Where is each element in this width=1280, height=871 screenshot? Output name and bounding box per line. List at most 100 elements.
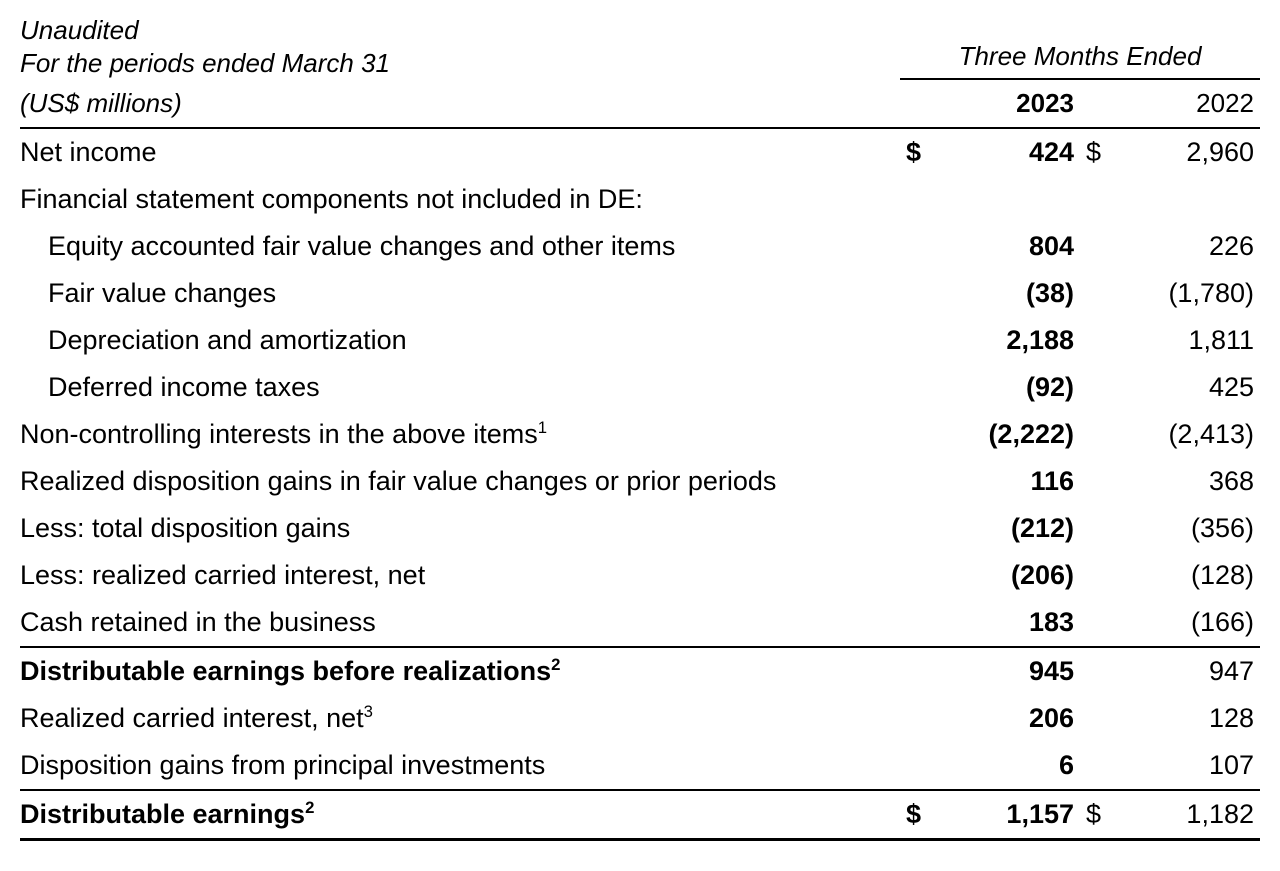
currency-2023 [900, 411, 944, 458]
value-2023: (92) [944, 364, 1080, 411]
row-label: Equity accounted fair value changes and … [20, 223, 900, 270]
currency-2022 [1080, 364, 1124, 411]
row-label: Fair value changes [20, 270, 900, 317]
value-2022: (356) [1124, 505, 1260, 552]
value-2022: 947 [1124, 647, 1260, 695]
currency-2023 [900, 317, 944, 364]
header-units: (US$ millions) [20, 79, 900, 128]
footnote-ref: 1 [538, 418, 547, 437]
header-spanner: Three Months Ended [900, 14, 1260, 79]
table-row: Realized carried interest, net3 206 128 [20, 695, 1260, 742]
currency-2022 [1080, 317, 1124, 364]
currency-2022 [1080, 270, 1124, 317]
currency-2022 [1080, 176, 1124, 223]
row-label: Realized carried interest, net3 [20, 695, 900, 742]
currency-2023 [900, 647, 944, 695]
value-2022: (166) [1124, 599, 1260, 647]
table-row: Less: total disposition gains(212)(356) [20, 505, 1260, 552]
currency-2023 [900, 270, 944, 317]
value-2023: (206) [944, 552, 1080, 599]
value-2023: 206 [944, 695, 1080, 742]
value-2022: (2,413) [1124, 411, 1260, 458]
header-row-1: Unaudited Three Months Ended [20, 14, 1260, 47]
table-row: Non-controlling interests in the above i… [20, 411, 1260, 458]
table-row: Depreciation and amortization 2,188 1,811 [20, 317, 1260, 364]
value-2023: 424 [944, 128, 1080, 176]
currency-2023 [900, 223, 944, 270]
currency-2022: $ [1080, 790, 1124, 840]
row-label: Disposition gains from principal investm… [20, 742, 900, 790]
currency-2022 [1080, 411, 1124, 458]
value-2023: (38) [944, 270, 1080, 317]
value-2022 [1124, 176, 1260, 223]
financial-table-container: Unaudited Three Months Ended For the per… [20, 14, 1260, 841]
value-2023: 1,157 [944, 790, 1080, 840]
value-2022: (1,780) [1124, 270, 1260, 317]
row-label: Distributable earnings before realizatio… [20, 647, 900, 695]
currency-2022 [1080, 742, 1124, 790]
table-row: Cash retained in the business 183 (166) [20, 599, 1260, 647]
row-label: Non-controlling interests in the above i… [20, 411, 900, 458]
currency-2022 [1080, 599, 1124, 647]
currency-2023 [900, 505, 944, 552]
value-2023: (212) [944, 505, 1080, 552]
row-label: Less: realized carried interest, net [20, 552, 900, 599]
value-2023: 116 [944, 458, 1080, 505]
value-2022: 1,811 [1124, 317, 1260, 364]
value-2023: 945 [944, 647, 1080, 695]
currency-2022: $ [1080, 128, 1124, 176]
row-label: Net income [20, 128, 900, 176]
value-2023: (2,222) [944, 411, 1080, 458]
value-2023: 804 [944, 223, 1080, 270]
value-2022: 368 [1124, 458, 1260, 505]
currency-2023 [900, 742, 944, 790]
header-unaudited: Unaudited [20, 14, 900, 47]
table-row: Distributable earnings before realizatio… [20, 647, 1260, 695]
value-2023: 2,188 [944, 317, 1080, 364]
currency-2023 [900, 176, 944, 223]
footnote-ref: 3 [364, 702, 373, 721]
table-row: Financial statement components not inclu… [20, 176, 1260, 223]
table-row: Realized disposition gains in fair value… [20, 458, 1260, 505]
currency-2022 [1080, 505, 1124, 552]
row-label: Cash retained in the business [20, 599, 900, 647]
row-label: Financial statement components not inclu… [20, 176, 900, 223]
value-2022: 1,182 [1124, 790, 1260, 840]
value-2023: 6 [944, 742, 1080, 790]
value-2022: 107 [1124, 742, 1260, 790]
currency-2023: $ [900, 128, 944, 176]
value-2022: 128 [1124, 695, 1260, 742]
footnote-ref: 2 [551, 655, 560, 674]
value-2023: 183 [944, 599, 1080, 647]
table-row: Deferred income taxes (92) 425 [20, 364, 1260, 411]
currency-2022 [1080, 223, 1124, 270]
currency-2023 [900, 552, 944, 599]
table-row: Fair value changes (38) (1,780) [20, 270, 1260, 317]
value-2022: 425 [1124, 364, 1260, 411]
header-row-3: (US$ millions) 2023 2022 [20, 79, 1260, 128]
currency-2022 [1080, 552, 1124, 599]
table-row: Net income$424$2,960 [20, 128, 1260, 176]
currency-2022 [1080, 695, 1124, 742]
currency-2022 [1080, 647, 1124, 695]
value-2022: 226 [1124, 223, 1260, 270]
currency-2023 [900, 364, 944, 411]
row-label: Depreciation and amortization [20, 317, 900, 364]
footnote-ref: 2 [305, 798, 314, 817]
value-2023 [944, 176, 1080, 223]
currency-2023 [900, 458, 944, 505]
value-2022: (128) [1124, 552, 1260, 599]
header-period: For the periods ended March 31 [20, 47, 900, 80]
table-row: Equity accounted fair value changes and … [20, 223, 1260, 270]
col-header-2023: 2023 [944, 79, 1080, 128]
row-label: Deferred income taxes [20, 364, 900, 411]
currency-2023 [900, 599, 944, 647]
currency-2023: $ [900, 790, 944, 840]
currency-2022 [1080, 458, 1124, 505]
currency-2023 [900, 695, 944, 742]
value-2022: 2,960 [1124, 128, 1260, 176]
table-row: Less: realized carried interest, net (206… [20, 552, 1260, 599]
row-label: Realized disposition gains in fair value… [20, 458, 900, 505]
row-label: Distributable earnings2 [20, 790, 900, 840]
col-header-2022: 2022 [1124, 79, 1260, 128]
